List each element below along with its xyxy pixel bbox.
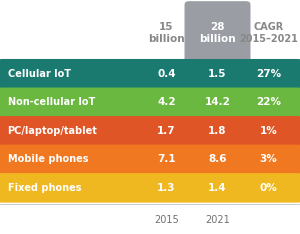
Text: Fixed phones: Fixed phones [8,183,81,193]
Text: 0%: 0% [260,183,278,193]
FancyBboxPatch shape [0,145,300,174]
Text: 22%: 22% [256,97,281,107]
FancyBboxPatch shape [0,173,300,203]
FancyBboxPatch shape [0,59,300,88]
Text: 0.4: 0.4 [157,69,176,79]
Text: Non-cellular IoT: Non-cellular IoT [8,97,95,107]
Text: 15
billion: 15 billion [148,22,185,44]
Text: 4.2: 4.2 [157,97,176,107]
Text: Cellular IoT: Cellular IoT [8,69,70,79]
Text: 1.4: 1.4 [208,183,227,193]
Text: 1.5: 1.5 [208,69,227,79]
Text: 1.8: 1.8 [208,126,227,136]
Text: 27%: 27% [256,69,281,79]
Text: 1.3: 1.3 [157,183,176,193]
Text: CAGR
2015–2021: CAGR 2015–2021 [239,22,298,44]
Text: 14.2: 14.2 [205,97,230,107]
Text: 1%: 1% [260,126,278,136]
Text: 8.6: 8.6 [208,154,227,164]
FancyBboxPatch shape [184,1,250,67]
FancyBboxPatch shape [0,116,300,146]
Text: 1.7: 1.7 [157,126,176,136]
Text: PC/laptop/tablet: PC/laptop/tablet [8,126,98,136]
Text: 28
billion: 28 billion [199,22,236,44]
FancyBboxPatch shape [0,88,300,117]
Text: Mobile phones: Mobile phones [8,154,88,164]
Text: 3%: 3% [260,154,278,164]
Text: 7.1: 7.1 [157,154,176,164]
Text: 2021: 2021 [205,215,230,225]
Text: 2015: 2015 [154,215,179,225]
